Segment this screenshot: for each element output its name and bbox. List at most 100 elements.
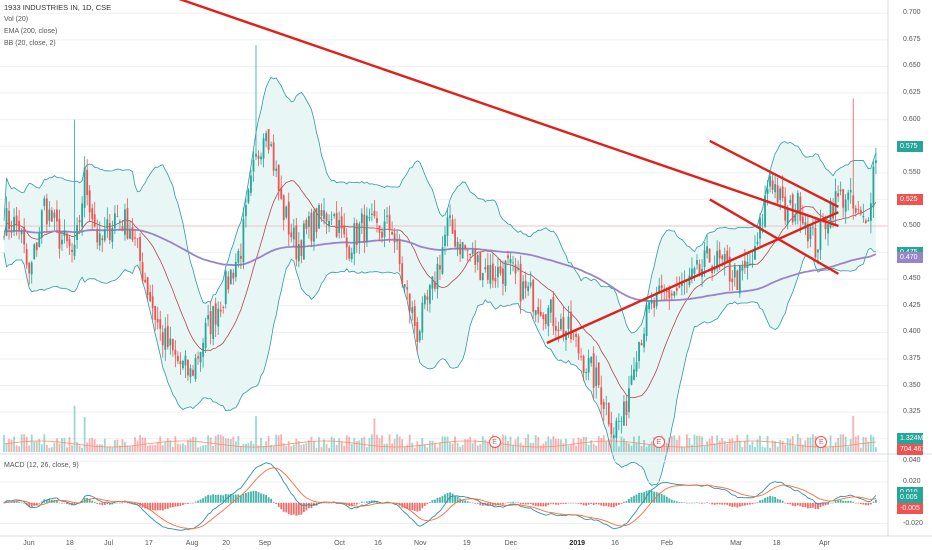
time-tick-label: 19 — [462, 540, 471, 547]
volume-bar — [645, 446, 648, 452]
volume-bar — [302, 444, 305, 452]
candle-body — [189, 368, 192, 378]
volume-bar — [713, 443, 716, 452]
earnings-marker[interactable]: E — [652, 436, 665, 448]
macd-histogram-bar — [696, 502, 698, 504]
macd-histogram-bar — [10, 501, 13, 503]
earnings-marker[interactable]: E — [815, 436, 828, 448]
candle-body — [799, 196, 802, 221]
candle-body — [267, 129, 270, 150]
candle-body — [141, 262, 144, 281]
candle-body — [459, 243, 462, 255]
volume-bar — [812, 434, 814, 452]
macd-histogram-bar — [577, 502, 580, 504]
macd-line — [3, 462, 877, 531]
volume-bar — [590, 440, 593, 452]
macd-histogram-bar — [623, 501, 625, 503]
volume-bar — [670, 435, 673, 452]
time-tick-label: Dec — [504, 540, 518, 547]
volume-bar — [348, 436, 351, 452]
volume-bar — [239, 445, 242, 452]
macd-histogram-bar — [116, 502, 119, 504]
volume-bar — [330, 436, 333, 452]
macd-histogram-bar — [507, 502, 509, 504]
candle-body — [602, 402, 605, 409]
candle-body — [786, 207, 789, 225]
volume-bar — [411, 442, 414, 452]
macd-histogram-bar — [509, 501, 512, 503]
volume-bar — [335, 444, 338, 452]
volume-bar — [93, 439, 96, 452]
macd-histogram-bar — [197, 500, 199, 503]
macd-histogram-bar — [207, 494, 210, 503]
volume-bar — [668, 437, 671, 452]
candle-body — [96, 228, 99, 243]
candle-body — [512, 262, 514, 264]
macd-histogram-bar — [277, 502, 280, 507]
volume-bar — [857, 435, 860, 452]
macd-histogram-bar — [857, 502, 860, 504]
candle-body — [580, 356, 582, 358]
macd-histogram-bar — [766, 496, 769, 503]
candle-body — [471, 249, 474, 254]
volume-bar — [88, 438, 91, 452]
candle-body — [605, 403, 608, 405]
volume-bar — [580, 439, 582, 452]
macd-histogram-bar — [40, 501, 43, 503]
macd-histogram-bar — [499, 502, 502, 505]
candle-body — [660, 285, 663, 289]
candle-body — [56, 209, 58, 222]
macd-histogram-bar — [101, 502, 104, 506]
macd-histogram-bar — [227, 494, 230, 503]
legend-ema: EMA (200, close) — [4, 28, 58, 35]
volume-bar — [340, 441, 343, 452]
earnings-marker[interactable]: E — [488, 436, 501, 448]
candle-body — [723, 254, 726, 265]
macd-histogram-bar — [693, 502, 696, 504]
time-tick-label: Mar — [730, 540, 743, 547]
candle-body — [554, 326, 557, 331]
macd-histogram-bar — [222, 495, 225, 503]
macd-histogram-bar — [819, 502, 822, 508]
macd-histogram-bar — [280, 502, 283, 510]
volume-bar — [136, 440, 139, 452]
volume-bar — [875, 447, 877, 452]
volume-bar — [91, 437, 94, 452]
candle-body — [428, 285, 431, 304]
macd-histogram-bar — [149, 502, 152, 510]
volume-bar — [771, 440, 774, 452]
time-tick-label: Aug — [185, 540, 199, 547]
macd-histogram-bar — [597, 502, 600, 505]
volume-bar — [534, 435, 537, 452]
upper-channel-trendline — [709, 139, 839, 208]
macd-histogram-bar — [474, 502, 477, 504]
volume-bar — [40, 444, 43, 452]
volume-bar — [469, 436, 472, 452]
macd-histogram-bar — [73, 502, 76, 506]
volume-bar — [698, 435, 701, 452]
candle-body — [431, 276, 434, 289]
candle-body — [28, 262, 31, 274]
macd-histogram-bar — [302, 502, 305, 513]
volume-bar — [338, 438, 341, 452]
volume-bar — [806, 437, 809, 452]
macd-histogram-bar — [854, 502, 857, 504]
time-tick-label: Apr — [818, 540, 830, 547]
volume-bar — [315, 447, 318, 452]
macd-histogram-bar — [708, 502, 711, 504]
candle-body — [844, 199, 847, 212]
volume-bar — [552, 436, 555, 452]
candle-body — [297, 244, 300, 262]
volume-bar — [600, 438, 603, 452]
macd-histogram-bar — [875, 499, 877, 503]
candle-body — [864, 220, 867, 223]
candle-body — [764, 195, 766, 227]
volume-bar — [35, 441, 38, 452]
macd-histogram-bar — [489, 502, 492, 506]
candle-body — [718, 249, 721, 259]
macd-histogram-bar — [28, 502, 31, 507]
volume-ma-line — [3, 440, 876, 448]
volume-bar — [126, 445, 129, 452]
candle-body — [875, 160, 877, 164]
